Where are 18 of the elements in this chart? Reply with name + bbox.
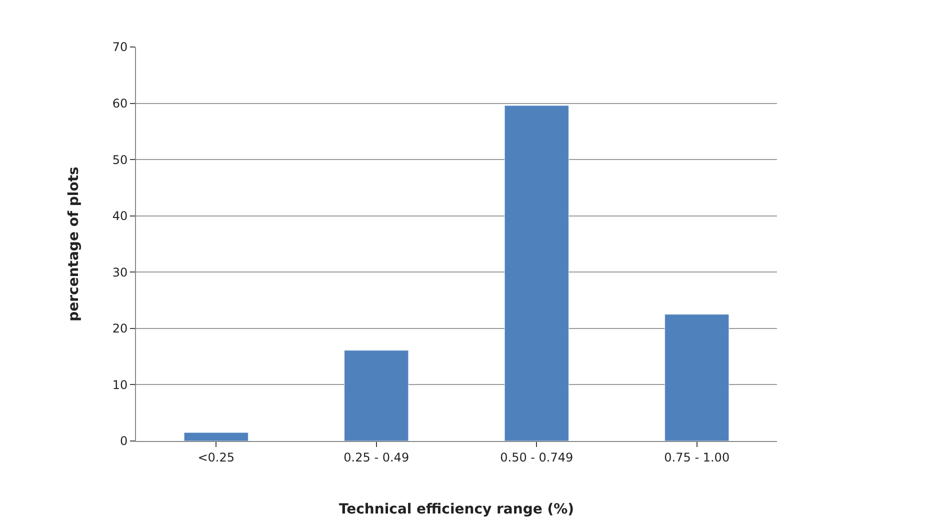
y-tick-label: 60 — [112, 96, 128, 110]
y-tick-label: 0 — [120, 434, 128, 448]
y-tick-label: 70 — [112, 40, 128, 54]
x-tick-label: 0.75 - 1.00 — [664, 450, 730, 464]
bar — [504, 105, 569, 441]
y-axis-title: percentage of plots — [66, 166, 82, 322]
bar — [184, 432, 248, 441]
bar — [344, 350, 409, 441]
y-tick-label: 20 — [112, 322, 128, 336]
y-tick-label: 50 — [112, 152, 128, 167]
x-tick-label: 0.25 - 0.49 — [344, 450, 410, 464]
x-tick-label: <0.25 — [198, 450, 235, 464]
y-tick-label: 30 — [112, 265, 128, 280]
y-tick-label: 40 — [112, 209, 128, 224]
y-tick-label: 10 — [112, 378, 128, 392]
x-axis-title: Technical efficiency range (%) — [338, 502, 574, 518]
x-tick-label: 0.50 - 0.749 — [500, 450, 574, 464]
bar — [664, 314, 730, 441]
